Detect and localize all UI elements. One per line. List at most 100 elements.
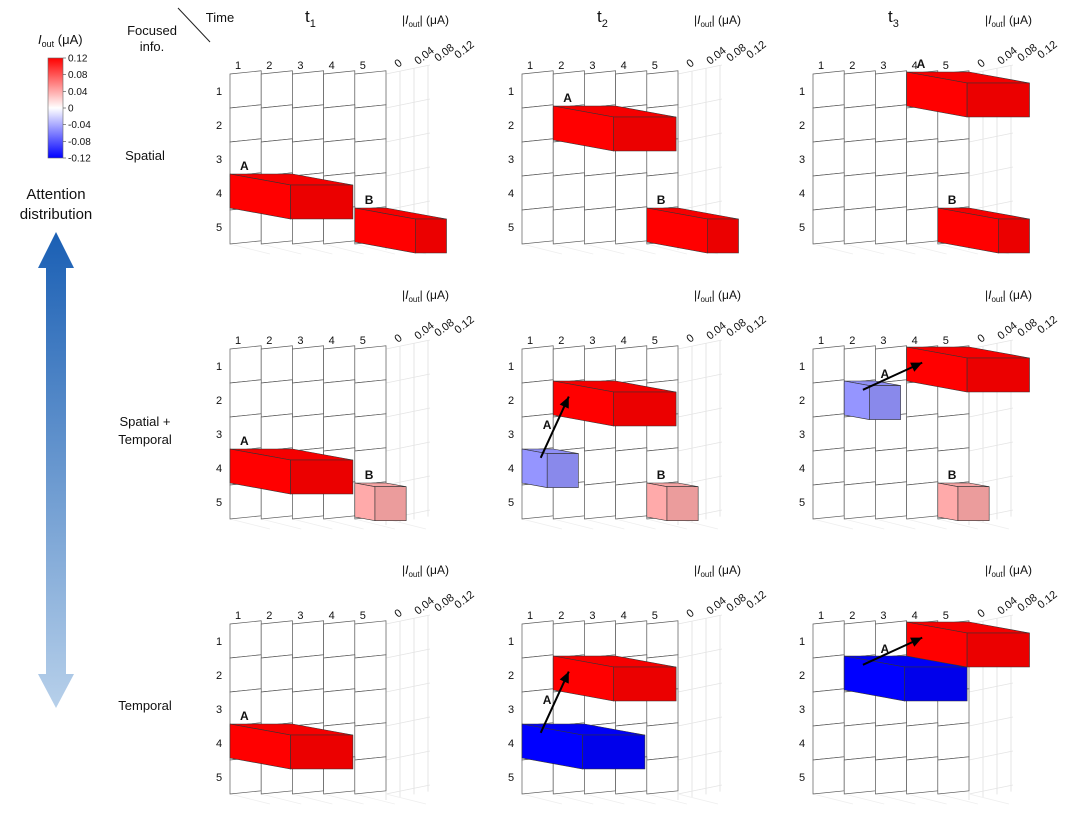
grid-cell <box>615 447 648 486</box>
bar-label-A: A <box>563 91 572 105</box>
floor-grid-line <box>875 793 916 805</box>
col-label-3: 3 <box>880 60 886 72</box>
arrow-shaft <box>539 396 570 459</box>
grid-cell <box>843 172 876 211</box>
row-label-num-4: 4 <box>508 188 514 200</box>
grid-cell <box>906 447 939 486</box>
arrow-head <box>910 362 923 372</box>
col-label-3: 3 <box>589 60 595 72</box>
grid-cell <box>584 70 616 109</box>
wall-grid-line <box>385 750 431 761</box>
grid-cell <box>521 104 554 143</box>
floor-grid-line <box>521 518 563 530</box>
row-label-num-5: 5 <box>216 222 222 234</box>
col-label-1: 1 <box>818 60 824 72</box>
grid-cell <box>937 756 970 795</box>
grid-cell <box>354 413 387 452</box>
row-label-num-2: 2 <box>216 670 222 682</box>
arrow-label-A: A <box>543 418 552 432</box>
z-axis-label: |Iout| (μA) <box>985 563 1032 579</box>
grid-cell <box>812 138 845 177</box>
grid-cell <box>812 206 845 245</box>
wall-grid-line <box>385 64 431 75</box>
grid-cell <box>354 138 387 177</box>
bar-side-face <box>613 666 677 702</box>
col-label-3: 3 <box>297 60 303 72</box>
z-axis-label: |Iout| (μA) <box>402 13 449 29</box>
grid-cell <box>906 206 939 245</box>
grid-cell <box>646 756 679 795</box>
row-label-num-1: 1 <box>799 86 805 98</box>
row-label-num-5: 5 <box>799 772 805 784</box>
col-label-2: 2 <box>266 335 272 347</box>
col-label-2: 2 <box>849 335 855 347</box>
grid-cell <box>552 345 585 384</box>
bar-unlabeled-0 <box>843 380 901 420</box>
transition-arrow: A <box>862 636 923 666</box>
grid-cell <box>521 206 554 245</box>
wall-grid-line <box>968 614 1014 625</box>
floor-grid-line <box>292 518 333 530</box>
col-label-2: 2 <box>266 60 272 72</box>
grid-cell <box>843 206 876 245</box>
row-label-num-2: 2 <box>508 120 514 132</box>
bar-label-B: B <box>657 468 666 482</box>
grid-cell <box>584 447 616 486</box>
floor-grid-line <box>323 793 364 805</box>
z-tick-label: 0 <box>684 607 696 620</box>
grid-cell <box>646 620 679 659</box>
grid-cell <box>906 172 939 211</box>
wall-grid-line <box>968 682 1014 693</box>
grid-cell <box>521 172 554 211</box>
wall-grid-line <box>677 648 723 659</box>
bar-side-face <box>957 486 990 521</box>
grid-cell <box>615 70 648 109</box>
wall-grid-line <box>677 132 723 143</box>
row-label-num-2: 2 <box>508 670 514 682</box>
colorbar-tick-label: 0.12 <box>68 54 88 65</box>
row-label-num-5: 5 <box>799 222 805 234</box>
grid-cell <box>812 447 845 486</box>
grid-cell <box>521 138 554 177</box>
z-tick-label: 0.12 <box>744 39 768 62</box>
col-label-5: 5 <box>943 610 949 622</box>
grid-cell <box>843 345 876 384</box>
grid-cell <box>615 620 648 659</box>
grid-cell <box>229 345 262 384</box>
wall-grid-line <box>968 716 1014 727</box>
grid-cell <box>812 756 845 795</box>
wall-grid-line <box>385 441 431 452</box>
grid-cell <box>937 413 970 452</box>
wall-grid-line <box>385 648 431 659</box>
grid-cell <box>584 345 616 384</box>
floor-grid-line <box>812 243 854 255</box>
grid-cell <box>906 138 939 177</box>
grid-cell <box>354 620 387 659</box>
bar-side-face <box>666 486 699 521</box>
grid-cell <box>229 379 262 418</box>
col-label-1: 1 <box>235 335 241 347</box>
grid-cell <box>615 345 648 384</box>
focused-info-label-line1: Focused <box>127 23 177 38</box>
row-label-num-1: 1 <box>799 361 805 373</box>
col-label-1: 1 <box>235 60 241 72</box>
bar-unlabeled-1 <box>552 380 677 427</box>
grid-cell <box>521 379 554 418</box>
attention-double-arrow <box>38 232 74 708</box>
arrow-head <box>910 637 923 647</box>
col-label-4: 4 <box>329 60 335 72</box>
arrow-label-A: A <box>543 693 552 707</box>
bar-unlabeled-0 <box>521 723 646 770</box>
wall-grid-line <box>677 784 723 795</box>
grid-cell <box>260 413 293 452</box>
floor-grid-line <box>292 243 333 255</box>
grid-cell <box>906 756 939 795</box>
row-label-num-5: 5 <box>799 497 805 509</box>
row-label-num-4: 4 <box>216 188 222 200</box>
bar-front-face <box>843 380 870 420</box>
grid-cell <box>229 654 262 693</box>
floor-grid-line <box>937 793 978 805</box>
grid-cell <box>552 172 585 211</box>
